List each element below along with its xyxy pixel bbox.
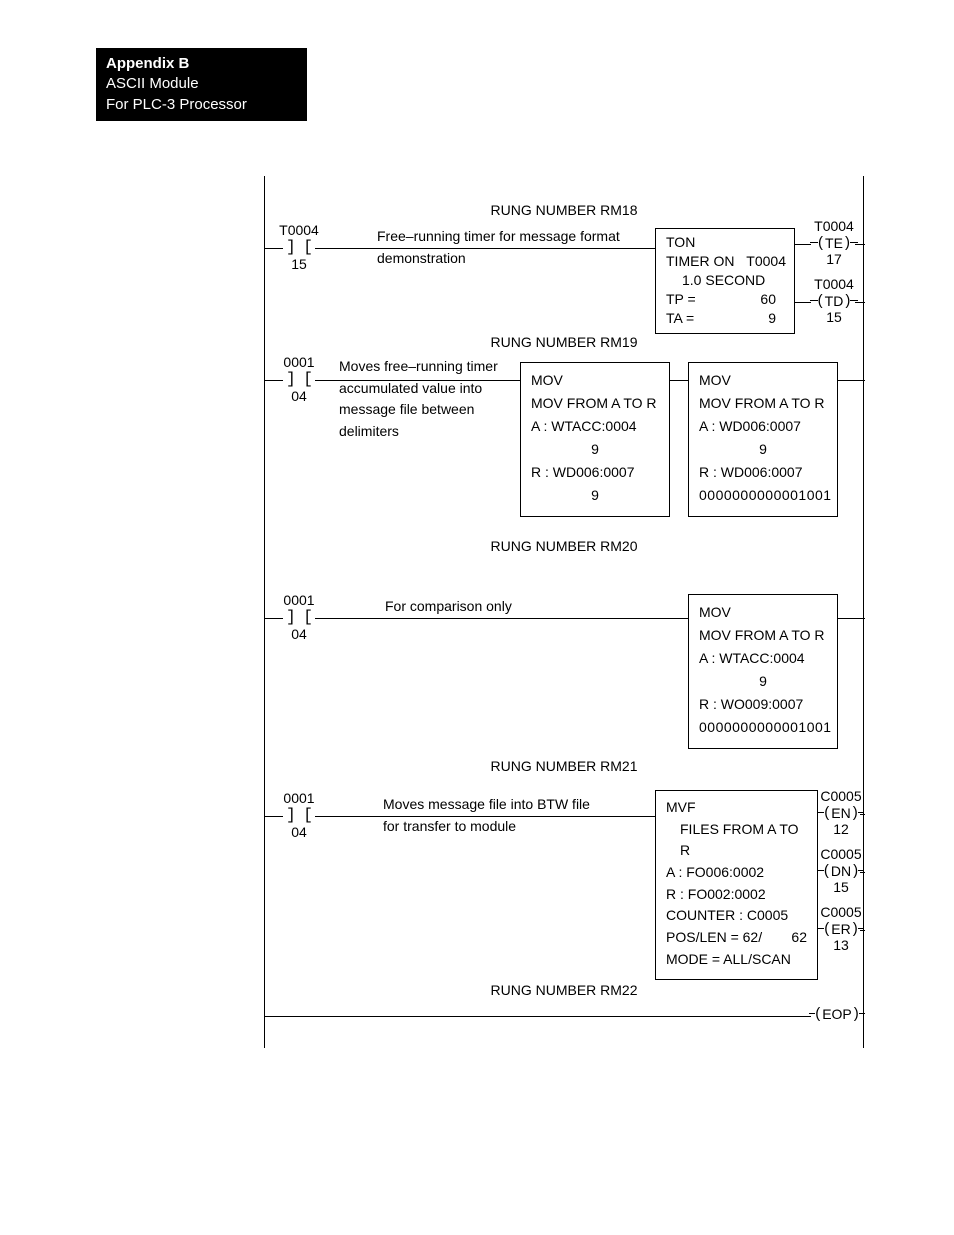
rung18-contact-bottom: 15 <box>279 256 319 272</box>
rung21-mvf-box: MVF FILES FROM A TO R A : FO006:0002 R :… <box>655 790 818 980</box>
ladder-diagram: RUNG NUMBER RM18 T0004 ] [ 15 Free–runni… <box>264 176 864 1048</box>
rung19-mov2-box: MOV MOV FROM A TO R A : WD006:0007 9 R :… <box>688 362 838 517</box>
rung18-ton-box: TON TIMER ON T0004 1.0 SECOND TP =60 TA … <box>655 228 795 334</box>
rung18-coil-te: T0004 (TE) 17 <box>805 218 863 267</box>
rung22-title: RUNG NUMBER RM22 <box>265 982 863 998</box>
rung19-title: RUNG NUMBER RM19 <box>265 334 863 350</box>
rung21-comment: Moves message file into BTW file for tra… <box>383 794 590 837</box>
xic-icon: ] [ <box>279 608 319 626</box>
rung20-contact: 0001 ] [ 04 <box>279 592 319 642</box>
rung20-title: RUNG NUMBER RM20 <box>265 538 863 554</box>
rung20-mov-box: MOV MOV FROM A TO R A : WTACC:0004 9 R :… <box>688 594 838 749</box>
rung18-title: RUNG NUMBER RM18 <box>265 202 863 218</box>
rung21-coil-dn: C0005 (DN) 15 <box>813 846 869 895</box>
header-line3: For PLC-3 Processor <box>106 95 247 115</box>
header-line2: ASCII Module <box>106 74 247 94</box>
xic-icon: ] [ <box>279 238 319 256</box>
rung19-mov1-box: MOV MOV FROM A TO R A : WTACC:0004 9 R :… <box>520 362 670 517</box>
appendix-header: Appendix B ASCII Module For PLC-3 Proces… <box>96 48 307 121</box>
rung18-contact: T0004 ] [ 15 <box>279 222 319 272</box>
xic-icon: ] [ <box>279 370 319 388</box>
rung21-coil-en: C0005 (EN) 12 <box>813 788 869 837</box>
header-line1: Appendix B <box>106 55 189 72</box>
rung18-coil-td: T0004 (TD) 15 <box>805 276 863 325</box>
rung21-contact: 0001 ] [ 04 <box>279 790 319 840</box>
rung18-contact-top: T0004 <box>279 222 319 238</box>
rung20-comment: For comparison only <box>385 596 512 618</box>
xic-icon: ] [ <box>279 806 319 824</box>
rung19-comment: Moves free–running timer accumulated val… <box>339 356 498 443</box>
rung18-comment: Free–running timer for message format de… <box>377 226 620 269</box>
rung21-coil-er: C0005 (ER) 13 <box>813 904 869 953</box>
rung22-coil-eop: (EOP) <box>805 1005 869 1022</box>
rung21-title: RUNG NUMBER RM21 <box>265 758 863 774</box>
rung19-contact: 0001 ] [ 04 <box>279 354 319 404</box>
